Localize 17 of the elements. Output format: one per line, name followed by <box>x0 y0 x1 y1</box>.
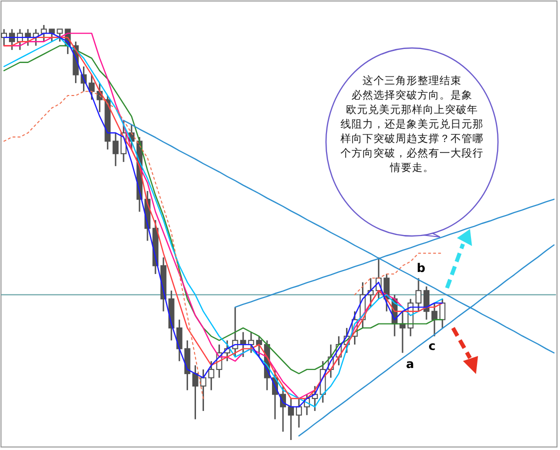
candlestick <box>439 298 446 329</box>
candlestick <box>431 302 438 337</box>
candlestick <box>288 398 294 441</box>
candlestick <box>88 74 95 100</box>
annotation: a <box>406 357 414 371</box>
annotation: 这个三角形整理结束必然选择突破方向。是象欧元兑美元那样向上突破年线阻力，还是象美元兑日元那样向下突破周趋支撑？不管哪个方向突破，必然有一大段行情要走。 <box>340 74 484 174</box>
candlestick <box>112 132 119 167</box>
candlestick <box>56 28 63 42</box>
candlestick <box>256 336 262 358</box>
candlestick <box>415 277 422 312</box>
candlestick <box>176 318 182 362</box>
candlestick <box>192 364 198 420</box>
candlestick <box>48 28 55 42</box>
annotation: c <box>428 339 436 353</box>
candlestick <box>423 286 430 320</box>
candlestick <box>296 398 302 428</box>
annotation: b <box>416 261 426 275</box>
